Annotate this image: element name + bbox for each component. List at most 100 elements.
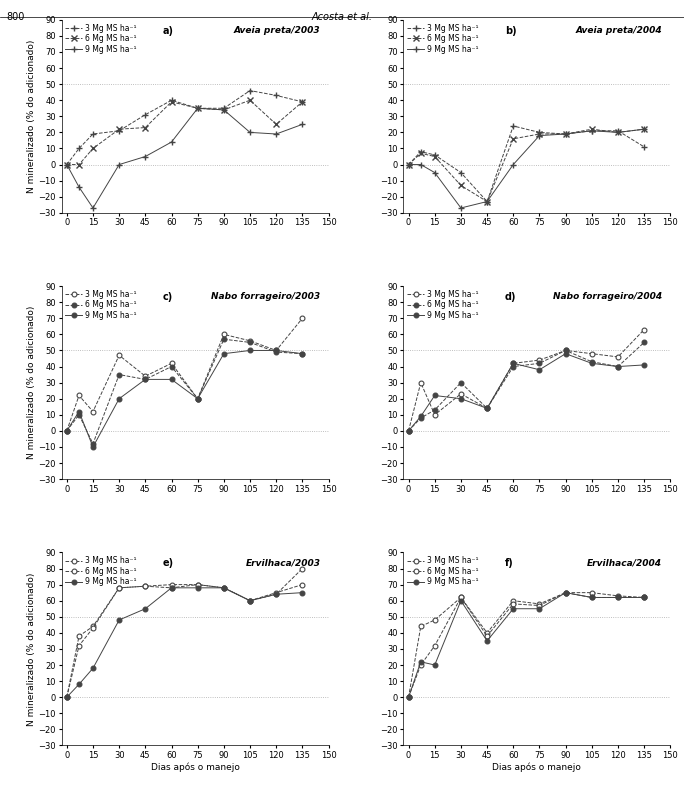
3 Mg MS ha⁻¹: [417, 147, 425, 156]
3 Mg MS ha⁻¹: [168, 95, 176, 105]
6 Mg MS ha⁻¹: [509, 362, 517, 371]
6 Mg MS ha⁻¹: [63, 692, 71, 702]
3 Mg MS ha⁻¹: [141, 581, 149, 591]
Text: d): d): [505, 292, 516, 302]
9 Mg MS ha⁻¹: [417, 412, 425, 421]
Line: 6 Mg MS ha⁻¹: 6 Mg MS ha⁻¹: [406, 126, 647, 205]
3 Mg MS ha⁻¹: [404, 692, 412, 702]
Line: 6 Mg MS ha⁻¹: 6 Mg MS ha⁻¹: [406, 340, 646, 433]
6 Mg MS ha⁻¹: [194, 394, 202, 404]
9 Mg MS ha⁻¹: [298, 588, 306, 597]
X-axis label: Dias após o manejo: Dias após o manejo: [150, 763, 239, 772]
6 Mg MS ha⁻¹: [272, 120, 280, 129]
3 Mg MS ha⁻¹: [588, 126, 596, 136]
6 Mg MS ha⁻¹: [483, 631, 491, 641]
6 Mg MS ha⁻¹: [194, 580, 202, 589]
9 Mg MS ha⁻¹: [75, 680, 83, 689]
3 Mg MS ha⁻¹: [483, 197, 491, 206]
Line: 3 Mg MS ha⁻¹: 3 Mg MS ha⁻¹: [64, 316, 305, 433]
6 Mg MS ha⁻¹: [562, 129, 570, 139]
3 Mg MS ha⁻¹: [614, 591, 622, 600]
6 Mg MS ha⁻¹: [404, 160, 412, 170]
9 Mg MS ha⁻¹: [89, 203, 97, 213]
3 Mg MS ha⁻¹: [431, 150, 439, 159]
3 Mg MS ha⁻¹: [63, 692, 71, 702]
6 Mg MS ha⁻¹: [431, 405, 439, 415]
6 Mg MS ha⁻¹: [246, 596, 254, 605]
Legend: 3 Mg MS ha⁻¹, 6 Mg MS ha⁻¹, 9 Mg MS ha⁻¹: 3 Mg MS ha⁻¹, 6 Mg MS ha⁻¹, 9 Mg MS ha⁻¹: [64, 555, 138, 588]
9 Mg MS ha⁻¹: [614, 592, 622, 602]
6 Mg MS ha⁻¹: [63, 426, 71, 435]
Text: Ervilhaca/2003: Ervilhaca/2003: [246, 558, 321, 567]
Text: a): a): [163, 25, 174, 36]
Line: 3 Mg MS ha⁻¹: 3 Mg MS ha⁻¹: [64, 88, 305, 167]
Line: 9 Mg MS ha⁻¹: 9 Mg MS ha⁻¹: [64, 348, 305, 450]
6 Mg MS ha⁻¹: [141, 581, 149, 591]
6 Mg MS ha⁻¹: [75, 160, 83, 170]
9 Mg MS ha⁻¹: [483, 197, 491, 206]
6 Mg MS ha⁻¹: [457, 378, 465, 388]
6 Mg MS ha⁻¹: [404, 426, 412, 435]
3 Mg MS ha⁻¹: [272, 346, 280, 355]
9 Mg MS ha⁻¹: [63, 160, 71, 170]
9 Mg MS ha⁻¹: [536, 131, 544, 140]
3 Mg MS ha⁻¹: [536, 128, 544, 137]
9 Mg MS ha⁻¹: [614, 362, 622, 371]
3 Mg MS ha⁻¹: [75, 144, 83, 153]
9 Mg MS ha⁻¹: [115, 394, 123, 404]
Legend: 3 Mg MS ha⁻¹, 6 Mg MS ha⁻¹, 9 Mg MS ha⁻¹: 3 Mg MS ha⁻¹, 6 Mg MS ha⁻¹, 9 Mg MS ha⁻¹: [406, 555, 480, 588]
6 Mg MS ha⁻¹: [246, 338, 254, 347]
3 Mg MS ha⁻¹: [404, 160, 412, 170]
9 Mg MS ha⁻¹: [141, 374, 149, 384]
3 Mg MS ha⁻¹: [431, 615, 439, 625]
Legend: 3 Mg MS ha⁻¹, 6 Mg MS ha⁻¹, 9 Mg MS ha⁻¹: 3 Mg MS ha⁻¹, 6 Mg MS ha⁻¹, 9 Mg MS ha⁻¹: [406, 22, 480, 56]
9 Mg MS ha⁻¹: [246, 346, 254, 355]
3 Mg MS ha⁻¹: [246, 336, 254, 346]
9 Mg MS ha⁻¹: [220, 105, 228, 115]
9 Mg MS ha⁻¹: [272, 129, 280, 139]
6 Mg MS ha⁻¹: [588, 125, 596, 134]
6 Mg MS ha⁻¹: [536, 601, 544, 611]
6 Mg MS ha⁻¹: [483, 197, 491, 206]
3 Mg MS ha⁻¹: [246, 596, 254, 605]
6 Mg MS ha⁻¹: [588, 592, 596, 602]
Text: Aveia preta/2003: Aveia preta/2003: [234, 25, 321, 35]
Line: 6 Mg MS ha⁻¹: 6 Mg MS ha⁻¹: [64, 582, 305, 699]
6 Mg MS ha⁻¹: [298, 97, 306, 106]
3 Mg MS ha⁻¹: [63, 426, 71, 435]
3 Mg MS ha⁻¹: [89, 129, 97, 139]
9 Mg MS ha⁻¹: [431, 168, 439, 178]
9 Mg MS ha⁻¹: [75, 407, 83, 416]
6 Mg MS ha⁻¹: [562, 346, 570, 355]
3 Mg MS ha⁻¹: [272, 90, 280, 100]
3 Mg MS ha⁻¹: [614, 352, 622, 362]
6 Mg MS ha⁻¹: [141, 374, 149, 384]
Line: 3 Mg MS ha⁻¹: 3 Mg MS ha⁻¹: [406, 123, 647, 205]
3 Mg MS ha⁻¹: [588, 349, 596, 358]
3 Mg MS ha⁻¹: [220, 104, 228, 113]
Y-axis label: N mineralizado (% do adicionado): N mineralizado (% do adicionado): [27, 40, 36, 193]
Y-axis label: N mineralizado (% do adicionado): N mineralizado (% do adicionado): [27, 306, 36, 459]
9 Mg MS ha⁻¹: [562, 129, 570, 139]
3 Mg MS ha⁻¹: [483, 404, 491, 413]
3 Mg MS ha⁻¹: [115, 126, 123, 136]
3 Mg MS ha⁻¹: [194, 580, 202, 589]
Line: 9 Mg MS ha⁻¹: 9 Mg MS ha⁻¹: [64, 585, 305, 699]
9 Mg MS ha⁻¹: [89, 664, 97, 673]
6 Mg MS ha⁻¹: [431, 641, 439, 650]
Text: Nabo forrageiro/2003: Nabo forrageiro/2003: [211, 292, 321, 301]
3 Mg MS ha⁻¹: [89, 622, 97, 631]
Text: f): f): [505, 558, 514, 569]
6 Mg MS ha⁻¹: [562, 588, 570, 597]
9 Mg MS ha⁻¹: [640, 125, 648, 134]
Text: c): c): [163, 292, 173, 302]
6 Mg MS ha⁻¹: [417, 148, 425, 158]
9 Mg MS ha⁻¹: [89, 442, 97, 452]
9 Mg MS ha⁻¹: [168, 374, 176, 384]
6 Mg MS ha⁻¹: [640, 125, 648, 134]
Text: Aveia preta/2004: Aveia preta/2004: [576, 25, 662, 35]
6 Mg MS ha⁻¹: [431, 151, 439, 161]
6 Mg MS ha⁻¹: [298, 349, 306, 358]
9 Mg MS ha⁻¹: [115, 615, 123, 625]
Legend: 3 Mg MS ha⁻¹, 6 Mg MS ha⁻¹, 9 Mg MS ha⁻¹: 3 Mg MS ha⁻¹, 6 Mg MS ha⁻¹, 9 Mg MS ha⁻¹: [406, 289, 480, 321]
